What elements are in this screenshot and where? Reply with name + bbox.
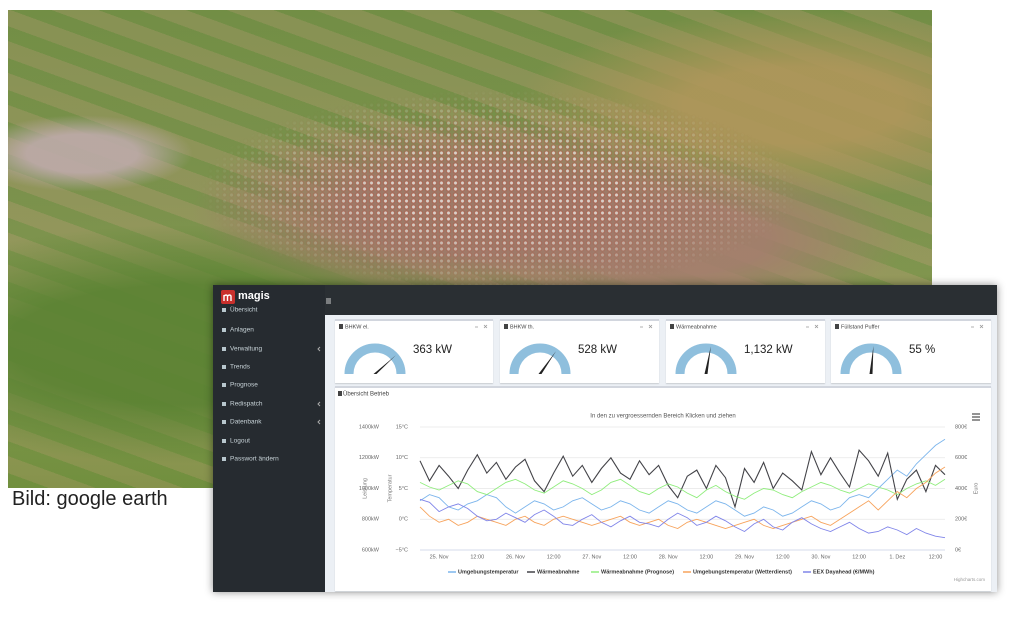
top-bar <box>325 285 997 315</box>
gauge-panel <box>335 319 493 383</box>
sidebar <box>213 285 325 592</box>
gauge-panel <box>500 319 659 383</box>
town-texture <box>200 90 800 290</box>
chart-panel <box>335 386 991 591</box>
gauge-panel <box>831 319 991 383</box>
gauge-panel <box>666 319 825 383</box>
image-caption: Bild: google earth <box>12 488 168 510</box>
